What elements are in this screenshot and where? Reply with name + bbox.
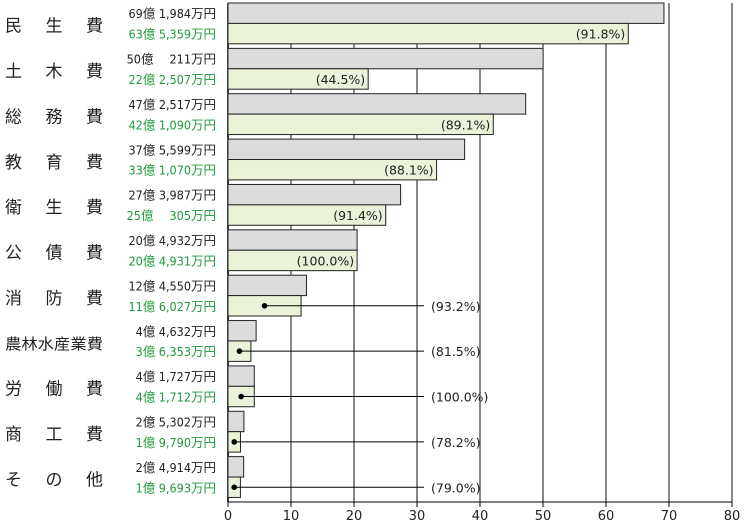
budget-value-label: 2億 4,914万円 <box>136 460 216 475</box>
category-label: 総 務 費 <box>5 107 103 127</box>
category-label: 消 防 費 <box>5 289 103 309</box>
actual-value-label: 1億 9,693万円 <box>136 480 216 495</box>
actual-value-label: 1億 9,790万円 <box>136 435 216 450</box>
category-label: 商 工 費 <box>5 425 103 445</box>
x-tick-label: 30 <box>409 509 426 524</box>
budget-value-label: 2億 5,302万円 <box>136 414 216 429</box>
percentage-label: (44.5%) <box>316 72 365 87</box>
category-label: 民 生 費 <box>5 17 103 37</box>
budget-bar <box>227 274 307 297</box>
category-label: 農林水産業費 <box>5 335 103 353</box>
x-tick-label: 40 <box>472 509 489 524</box>
percentage-label: (79.0%) <box>431 480 480 495</box>
actual-value-label: 33億 1,070万円 <box>128 163 216 178</box>
budget-value-label: 69億 1,984万円 <box>128 6 216 21</box>
actual-value-label: 42億 1,090万円 <box>128 117 216 132</box>
actual-value-label: 3億 6,353万円 <box>136 344 216 359</box>
category-label: 土 木 費 <box>5 62 103 82</box>
budget-bar <box>227 93 527 115</box>
actual-value-label: 11億 6,027万円 <box>128 299 216 314</box>
budget-bar <box>227 365 255 387</box>
budget-bar <box>227 138 466 161</box>
budget-value-label: 47億 2,517万円 <box>128 97 216 112</box>
category-label: 教 育 費 <box>5 153 103 173</box>
actual-bar <box>227 113 494 136</box>
actual-value-label: 63億 5,359万円 <box>128 27 216 42</box>
budget-bar <box>227 47 544 70</box>
budget-value-label: 27億 3,987万円 <box>128 188 216 203</box>
budget-value-label: 20億 4,932万円 <box>128 233 216 248</box>
budget-value-label: 12億 4,550万円 <box>128 278 216 293</box>
percentage-label: (81.5%) <box>431 344 480 359</box>
percentage-label: (93.2%) <box>431 299 480 314</box>
budget-bar <box>227 320 257 342</box>
actual-bar <box>227 249 358 272</box>
bars <box>227 2 665 498</box>
actual-bar <box>227 68 369 90</box>
category-label: 衛 生 費 <box>5 198 103 218</box>
budget-bar <box>227 456 245 478</box>
budget-value-label: 4億 4,632万円 <box>136 324 216 339</box>
actual-value-label: 22億 2,507万円 <box>128 72 216 87</box>
budget-bar <box>227 2 665 24</box>
percentage-label: (89.1%) <box>441 117 490 132</box>
percentage-label: (100.0%) <box>431 390 488 405</box>
x-tick-label: 80 <box>724 509 741 524</box>
x-tick-label: 0 <box>224 509 232 524</box>
category-label: 公 債 費 <box>5 244 103 264</box>
actual-value-label: 4億 1,712万円 <box>136 390 216 405</box>
percentage-label: (100.0%) <box>297 253 354 268</box>
x-tick-label: 10 <box>283 509 300 524</box>
percentage-label: (91.8%) <box>576 27 625 42</box>
x-tick-label: 20 <box>346 509 363 524</box>
x-axis: 0 10 20 30 40 50 60 70 80 <box>224 501 741 524</box>
x-tick-label: 70 <box>661 509 678 524</box>
budget-value-label: 4億 1,727万円 <box>136 369 216 384</box>
category-label: 労 働 費 <box>5 380 103 400</box>
actual-bar <box>227 204 387 226</box>
actual-bar <box>227 159 438 181</box>
category-label: そ の 他 <box>5 470 103 490</box>
budget-value-label: 37億 5,599万円 <box>128 142 216 157</box>
actual-value-label: 25億 305万円 <box>127 208 216 223</box>
budget-value-label: 50億 211万円 <box>127 52 216 67</box>
percentage-label: (88.1%) <box>384 163 433 178</box>
actual-value-label: 20億 4,931万円 <box>128 253 216 268</box>
x-tick-label: 60 <box>598 509 615 524</box>
percentage-label: (78.2%) <box>431 435 480 450</box>
budget-bar <box>227 410 245 433</box>
budget-bar <box>227 183 402 206</box>
x-tick-label: 50 <box>535 509 552 524</box>
percentage-label: (91.4%) <box>333 208 382 223</box>
budget-bar <box>227 229 358 251</box>
actual-bar <box>227 22 629 45</box>
